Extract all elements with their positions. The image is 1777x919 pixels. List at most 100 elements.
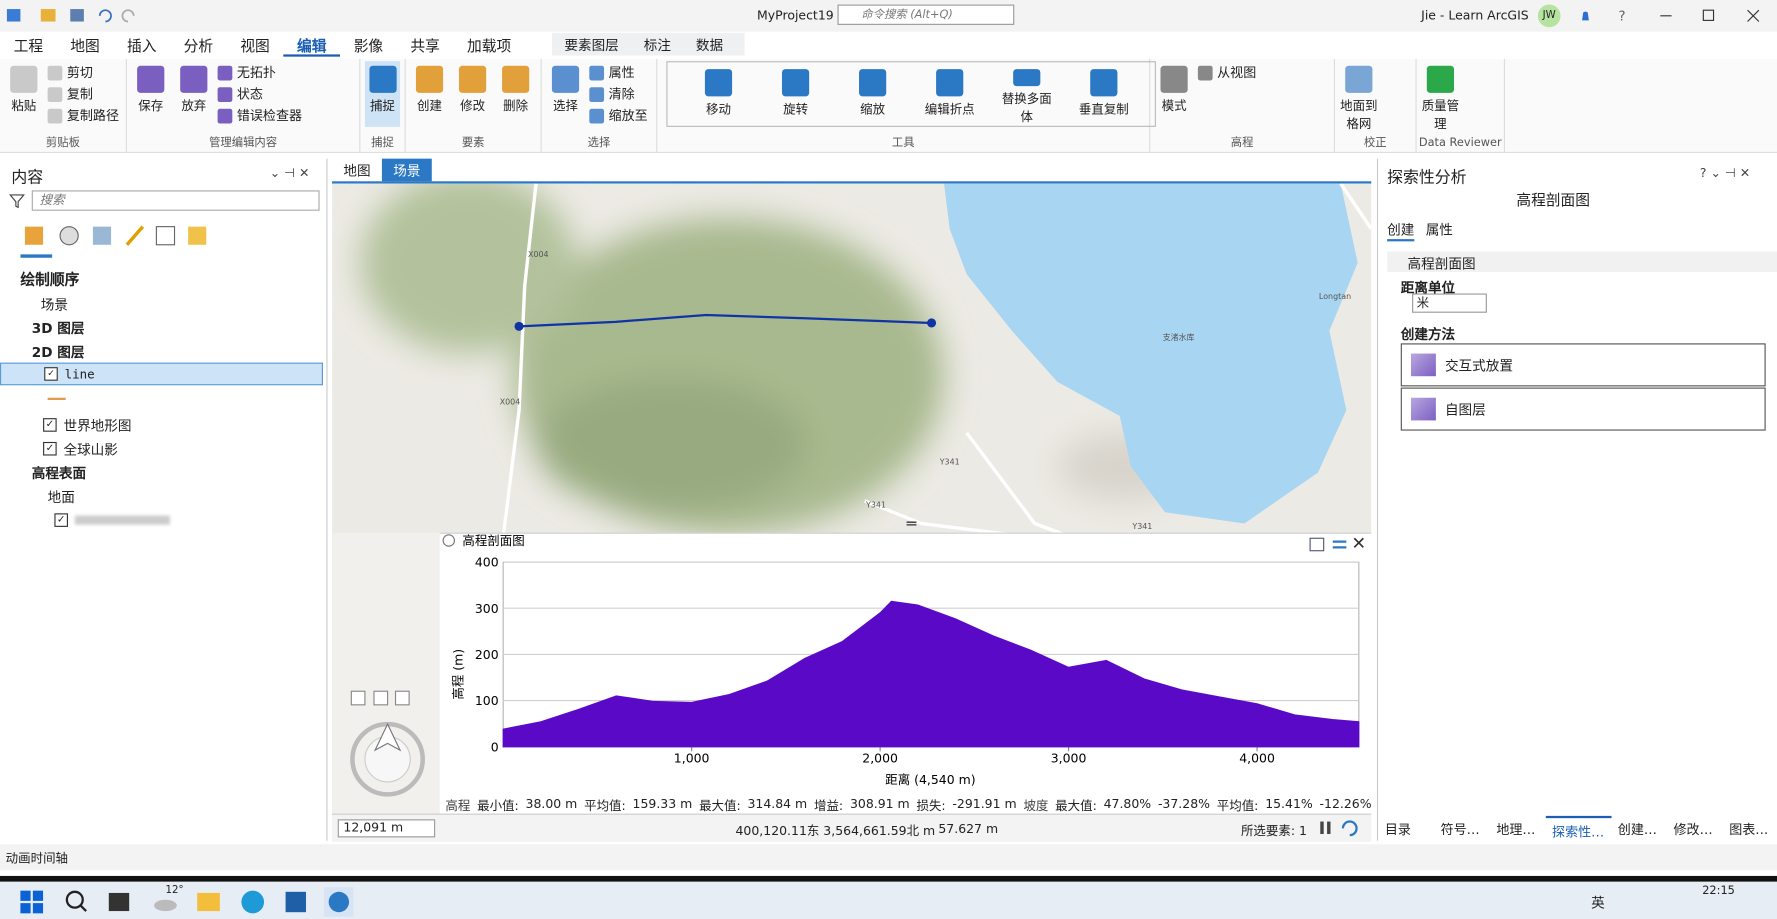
method-button[interactable]: 交互式放置 — [1400, 343, 1766, 387]
profile-start[interactable] — [514, 321, 524, 331]
ribbon-small-button[interactable]: 剪切 — [47, 63, 119, 81]
view-tab[interactable]: 场景 — [381, 158, 432, 182]
timeline-label[interactable]: 动画时间轴 — [5, 851, 68, 866]
layer-row[interactable]: 场景 — [0, 292, 323, 315]
ribbon-button[interactable]: 选择 — [546, 61, 585, 114]
ribbon-button[interactable]: 保存 — [131, 61, 170, 114]
stat-item: -12.26% — [1319, 796, 1372, 812]
pane-tab[interactable]: 属性 — [1425, 222, 1453, 238]
navigator[interactable] — [350, 690, 425, 797]
button-icon — [589, 108, 605, 123]
menu-tab[interactable]: 影像 — [353, 38, 384, 56]
layer-row[interactable]: 2D 图层 — [0, 340, 323, 363]
profile-line[interactable] — [518, 313, 932, 328]
ribbon-button[interactable]: 删除 — [496, 61, 535, 114]
user-avatar[interactable]: JW — [1537, 4, 1561, 28]
ribbon-small-button[interactable]: 属性 — [589, 63, 647, 81]
ribbon-button[interactable]: 创建 — [410, 61, 449, 114]
drawing-order-heading: 绘制顺序 — [20, 271, 80, 289]
taskbar-icons[interactable] — [16, 886, 367, 918]
menu-tab[interactable]: 工程 — [13, 38, 44, 56]
layer-row[interactable]: 地面 — [0, 485, 323, 508]
ribbon-small-button[interactable]: 无拓扑 — [217, 63, 302, 81]
context-tab[interactable]: 要素图层 — [564, 37, 619, 54]
distance-unit-select[interactable]: 米 — [1412, 293, 1487, 313]
view-tab[interactable]: 地图 — [343, 163, 371, 180]
profile-end[interactable] — [927, 318, 937, 328]
bottom-tab[interactable]: 地理… — [1496, 821, 1536, 838]
menu-tab[interactable]: 视图 — [240, 38, 270, 56]
button-label: 地面到格网 — [1340, 98, 1378, 132]
ribbon-button[interactable]: 垂直复制 — [1073, 65, 1134, 126]
ribbon-group: 捕捉 捕捉 — [360, 58, 406, 152]
ribbon-small-button[interactable]: 状态 — [217, 85, 302, 103]
ribbon-small-button[interactable]: 从视图 — [1197, 63, 1256, 81]
ribbon-small-button[interactable]: 复制路径 — [47, 107, 119, 125]
ribbon-button[interactable]: 修改 — [453, 61, 492, 114]
pane-title: 探索性分析 — [1387, 168, 1467, 187]
context-tab[interactable]: 标注 — [643, 37, 671, 54]
menu-tab[interactable]: 分析 — [183, 38, 214, 56]
x-tick-label: 3,000 — [1051, 751, 1087, 766]
context-tab[interactable]: 数据 — [695, 37, 724, 54]
method-button[interactable]: 自图层 — [1400, 387, 1766, 431]
contents-search[interactable]: 搜索 — [31, 190, 320, 211]
ribbon-button[interactable]: 编辑折点 — [919, 65, 980, 126]
ribbon-button[interactable]: 模式 — [1155, 61, 1194, 114]
status-controls[interactable] — [1318, 819, 1363, 837]
button-icon — [1197, 65, 1213, 80]
bottom-tab[interactable]: 创建… — [1617, 821, 1657, 838]
small-buttons: 从视图 — [1197, 61, 1256, 81]
layer-row[interactable]: 高程表面 — [0, 461, 323, 484]
layer-row[interactable]: ✓ 全球山影 — [0, 437, 323, 460]
menu-tab[interactable]: 编辑 — [283, 32, 341, 57]
ribbon-small-button[interactable]: 错误检查器 — [217, 107, 302, 125]
ribbon-button[interactable]: 质量管理 — [1421, 61, 1460, 132]
ribbon-button[interactable]: 地面到格网 — [1340, 61, 1379, 132]
ribbon-button[interactable]: 放弃 — [175, 61, 214, 114]
ribbon-button[interactable]: 移动 — [688, 65, 749, 126]
bottom-tab[interactable]: 符号… — [1440, 821, 1480, 838]
button-label: 编辑折点 — [924, 101, 975, 117]
y-tick-label: 400 — [475, 555, 499, 570]
ribbon-small-button[interactable]: 清除 — [589, 85, 647, 103]
menu-tab[interactable]: 加载项 — [467, 38, 512, 56]
menu-tab[interactable]: 插入 — [126, 38, 157, 56]
x-axis-label: 距离 (4,540 m) — [885, 772, 975, 787]
button-label: 删除 — [503, 98, 529, 114]
ribbon-small-button[interactable]: 复制 — [47, 85, 119, 103]
bottom-tab[interactable]: 图表… — [1729, 821, 1769, 838]
stat-item: 增益: — [814, 798, 844, 814]
input-method[interactable]: 英 — [1591, 895, 1605, 912]
ribbon-button[interactable]: 粘贴 — [5, 61, 44, 114]
pane-bottom-tabs: 目录 符号… 地理… 探索性… 创建… 修改… 图表… — [1378, 815, 1777, 841]
pane-tab[interactable]: 创建 — [1387, 220, 1415, 242]
bottom-tab[interactable]: 目录 — [1384, 821, 1411, 838]
layer-row[interactable]: 3D 图层 — [0, 316, 323, 339]
layer-row[interactable]: ✓ 世界地形图 — [0, 414, 323, 437]
bottom-tab[interactable]: 探索性… — [1545, 815, 1611, 841]
command-search[interactable]: 命令搜索 (Alt+Q) — [837, 4, 1015, 25]
bottom-tab[interactable]: 修改… — [1673, 821, 1713, 838]
ribbon-button[interactable]: 缩放 — [842, 65, 903, 126]
splitter[interactable]: ═ — [906, 514, 917, 533]
chart-tools[interactable] — [1309, 537, 1364, 552]
ribbon-button[interactable]: 旋转 — [765, 65, 826, 126]
button-icon — [217, 65, 233, 80]
button-label: 粘贴 — [11, 98, 37, 114]
ribbon-button[interactable]: 捕捉 — [364, 61, 401, 127]
button-icon — [180, 65, 208, 93]
stat-item: -37.28% — [1157, 796, 1210, 812]
group-items: 捕捉 — [360, 59, 404, 138]
menu-tab[interactable]: 共享 — [410, 38, 440, 56]
layer-row[interactable]: ✓ line — [0, 362, 323, 386]
elevation-readout: 57.627 m — [938, 821, 999, 837]
ribbon-small-button[interactable]: 缩放至 — [589, 107, 648, 125]
menu-tab[interactable]: 地图 — [70, 38, 100, 56]
user-name: Jie - Learn ArcGIS — [1421, 7, 1529, 23]
lake — [944, 183, 1358, 524]
ribbon-button[interactable]: 替换多面体 — [996, 65, 1057, 126]
ribbon-group: 地面到格网 校正 — [1335, 58, 1417, 152]
group-items: 质量管理 — [1417, 59, 1504, 138]
scale-box[interactable]: 12,091 m — [337, 819, 436, 838]
